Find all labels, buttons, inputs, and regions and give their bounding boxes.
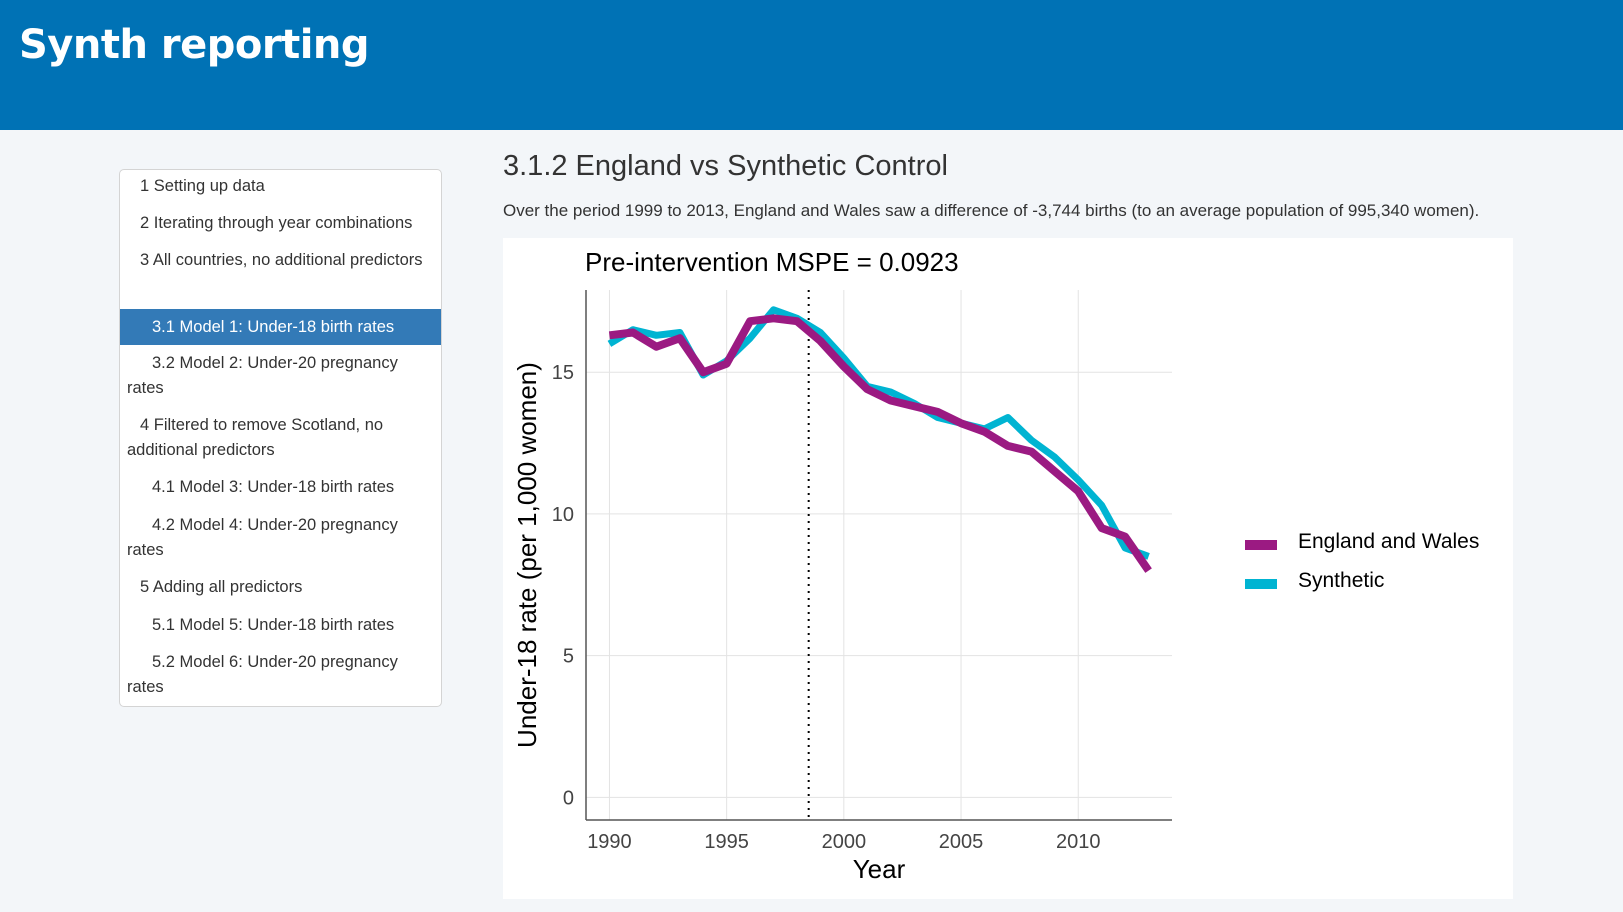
legend-swatch-england-wales xyxy=(1245,540,1277,550)
toc-item-label: 2 Iterating through year combinations xyxy=(140,214,413,232)
x-tick-label-2005: 2005 xyxy=(939,831,984,853)
line-chart: 1990 1995 2000 2005 2010 0 5 10 15 Pre-interventi… xyxy=(512,247,1172,884)
y-tick-label-5: 5 xyxy=(563,646,574,668)
toc-item-label: 4.2 Model 4: Under-20 pregnancy rates xyxy=(127,516,398,559)
chart-container: 1990 1995 2000 2005 2010 0 5 10 15 Pre-interventi… xyxy=(503,238,1513,899)
toc-item-label: 3 All countries, no additional predictor… xyxy=(140,251,423,269)
legend-swatch-synthetic xyxy=(1245,579,1277,589)
toc-item-model-1[interactable]: 3.1 Model 1: Under-18 birth rates xyxy=(120,309,441,345)
legend-item-england-wales: England and Wales xyxy=(1240,528,1500,558)
y-tick-label-10: 10 xyxy=(552,504,574,526)
x-axis-title: Year xyxy=(853,854,906,884)
toc-item-label: 4.1 Model 3: Under-18 birth rates xyxy=(152,478,395,496)
y-tick-label-15: 15 xyxy=(552,362,574,384)
x-tick-label-2010: 2010 xyxy=(1056,831,1101,853)
y-axis-title: Under-18 rate (per 1,000 women) xyxy=(512,362,542,748)
toc-item-model-3[interactable]: 4.1 Model 3: Under-18 birth rates xyxy=(120,475,441,505)
x-tick-label-1990: 1990 xyxy=(587,831,632,853)
app-title: Synth reporting xyxy=(19,22,370,68)
section-description: Over the period 1999 to 2013, England an… xyxy=(503,201,1480,220)
toc-item-model-4[interactable]: 4.2 Model 4: Under-20 pregnancy rates xyxy=(120,513,441,563)
toc-item-model-5[interactable]: 5.1 Model 5: Under-18 birth rates xyxy=(120,613,441,643)
toc-item-all-predictors[interactable]: 5 Adding all predictors xyxy=(120,575,441,605)
toc-item-filtered[interactable]: 4 Filtered to remove Scotland, no additi… xyxy=(120,413,441,463)
section-title: 3.1.2 England vs Synthetic Control xyxy=(503,150,948,182)
toc-item-setting-up-data[interactable]: 1 Setting up data xyxy=(120,174,441,204)
toc-item-label: 1 Setting up data xyxy=(140,177,265,195)
x-tick-label-1995: 1995 xyxy=(704,831,749,853)
toc-item-label: 5 Adding all predictors xyxy=(140,578,303,596)
legend-label-england-wales: England and Wales xyxy=(1298,530,1480,553)
toc-item-label: 4 Filtered to remove Scotland, no additi… xyxy=(127,416,384,459)
chart-title: Pre-intervention MSPE = 0.0923 xyxy=(585,247,959,277)
toc-item-label: 5.2 Model 6: Under-20 pregnancy rates xyxy=(127,653,398,696)
header-bar: Synth reporting xyxy=(0,0,1623,130)
y-tick-label-0: 0 xyxy=(563,787,574,809)
toc-item-label: 5.1 Model 5: Under-18 birth rates xyxy=(152,616,395,634)
legend-item-synthetic: Synthetic xyxy=(1240,567,1500,597)
toc-item-label: 3.2 Model 2: Under-20 pregnancy rates xyxy=(127,354,398,397)
toc-item-model-6[interactable]: 5.2 Model 6: Under-20 pregnancy rates xyxy=(120,650,441,700)
table-of-contents: 1 Setting up data 2 Iterating through ye… xyxy=(119,169,442,707)
series-line-england-wales xyxy=(608,314,1152,573)
toc-item-iterating[interactable]: 2 Iterating through year combinations xyxy=(120,211,441,241)
toc-item-all-countries[interactable]: 3 All countries, no additional predictor… xyxy=(120,248,441,298)
x-tick-label-2000: 2000 xyxy=(822,831,867,853)
legend-label-synthetic: Synthetic xyxy=(1298,569,1385,592)
toc-item-model-2[interactable]: 3.2 Model 2: Under-20 pregnancy rates xyxy=(120,351,441,401)
toc-item-label: 3.1 Model 1: Under-18 birth rates xyxy=(152,318,395,336)
